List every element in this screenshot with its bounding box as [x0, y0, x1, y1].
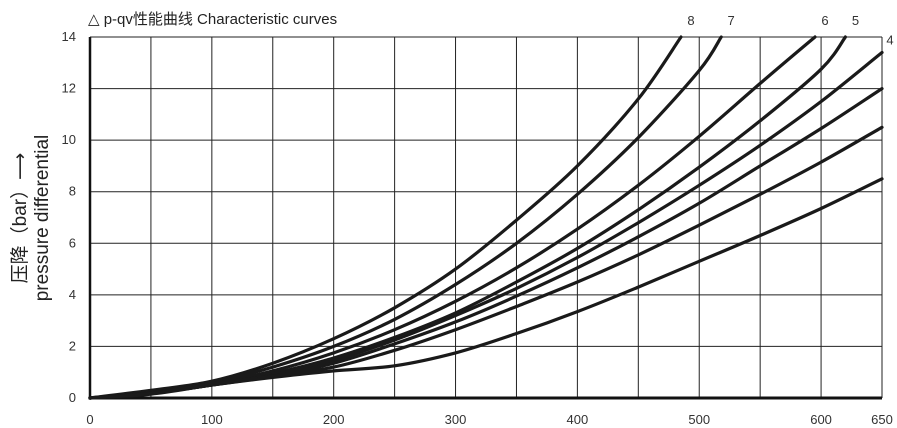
x-tick-label: 300 [445, 412, 467, 427]
x-tick-label: 600 [810, 412, 832, 427]
curve-6 [88, 35, 817, 400]
x-tick-label: 100 [201, 412, 223, 427]
curve-labels: 8 7 6 5 4 [687, 13, 893, 47]
y-axis-label-line1: 压降（bar）⟶ [9, 153, 31, 284]
curves [88, 35, 884, 400]
x-tick-label: 500 [688, 412, 710, 427]
y-tick-label: 4 [69, 287, 76, 302]
y-tick-label: 10 [62, 132, 76, 147]
y-tick-label: 0 [69, 390, 76, 405]
x-tick-labels: 0 100 200 300 400 500 600 650 [86, 412, 892, 427]
curve-label: 5 [852, 13, 859, 28]
y-tick-labels: 0 2 4 6 8 10 12 14 [62, 29, 76, 405]
curve-unlabeled-7 [88, 177, 884, 400]
curve-5 [88, 35, 847, 400]
y-axis-label: 压降（bar）⟶ pressure differential [9, 135, 53, 302]
curve-label: 8 [687, 13, 694, 28]
y-tick-label: 12 [62, 81, 76, 96]
x-tick-label: 0 [86, 412, 93, 427]
y-axis-label-line2: pressure differential [32, 135, 53, 302]
curve-label: 6 [821, 13, 828, 28]
x-tick-label: 650 [871, 412, 893, 427]
y-tick-label: 8 [69, 184, 76, 199]
y-tick-label: 14 [62, 29, 76, 44]
axes [88, 37, 882, 400]
curve-unlabeled-6 [88, 125, 884, 400]
y-tick-label: 6 [69, 235, 76, 250]
y-tick-label: 2 [69, 338, 76, 353]
x-tick-label: 200 [323, 412, 345, 427]
grid [89, 36, 883, 399]
curve-label: 7 [728, 13, 735, 28]
curve-label: 4 [886, 32, 893, 47]
x-tick-label: 400 [567, 412, 589, 427]
chart-title: △ p-qv性能曲线 Characteristic curves [88, 11, 337, 28]
